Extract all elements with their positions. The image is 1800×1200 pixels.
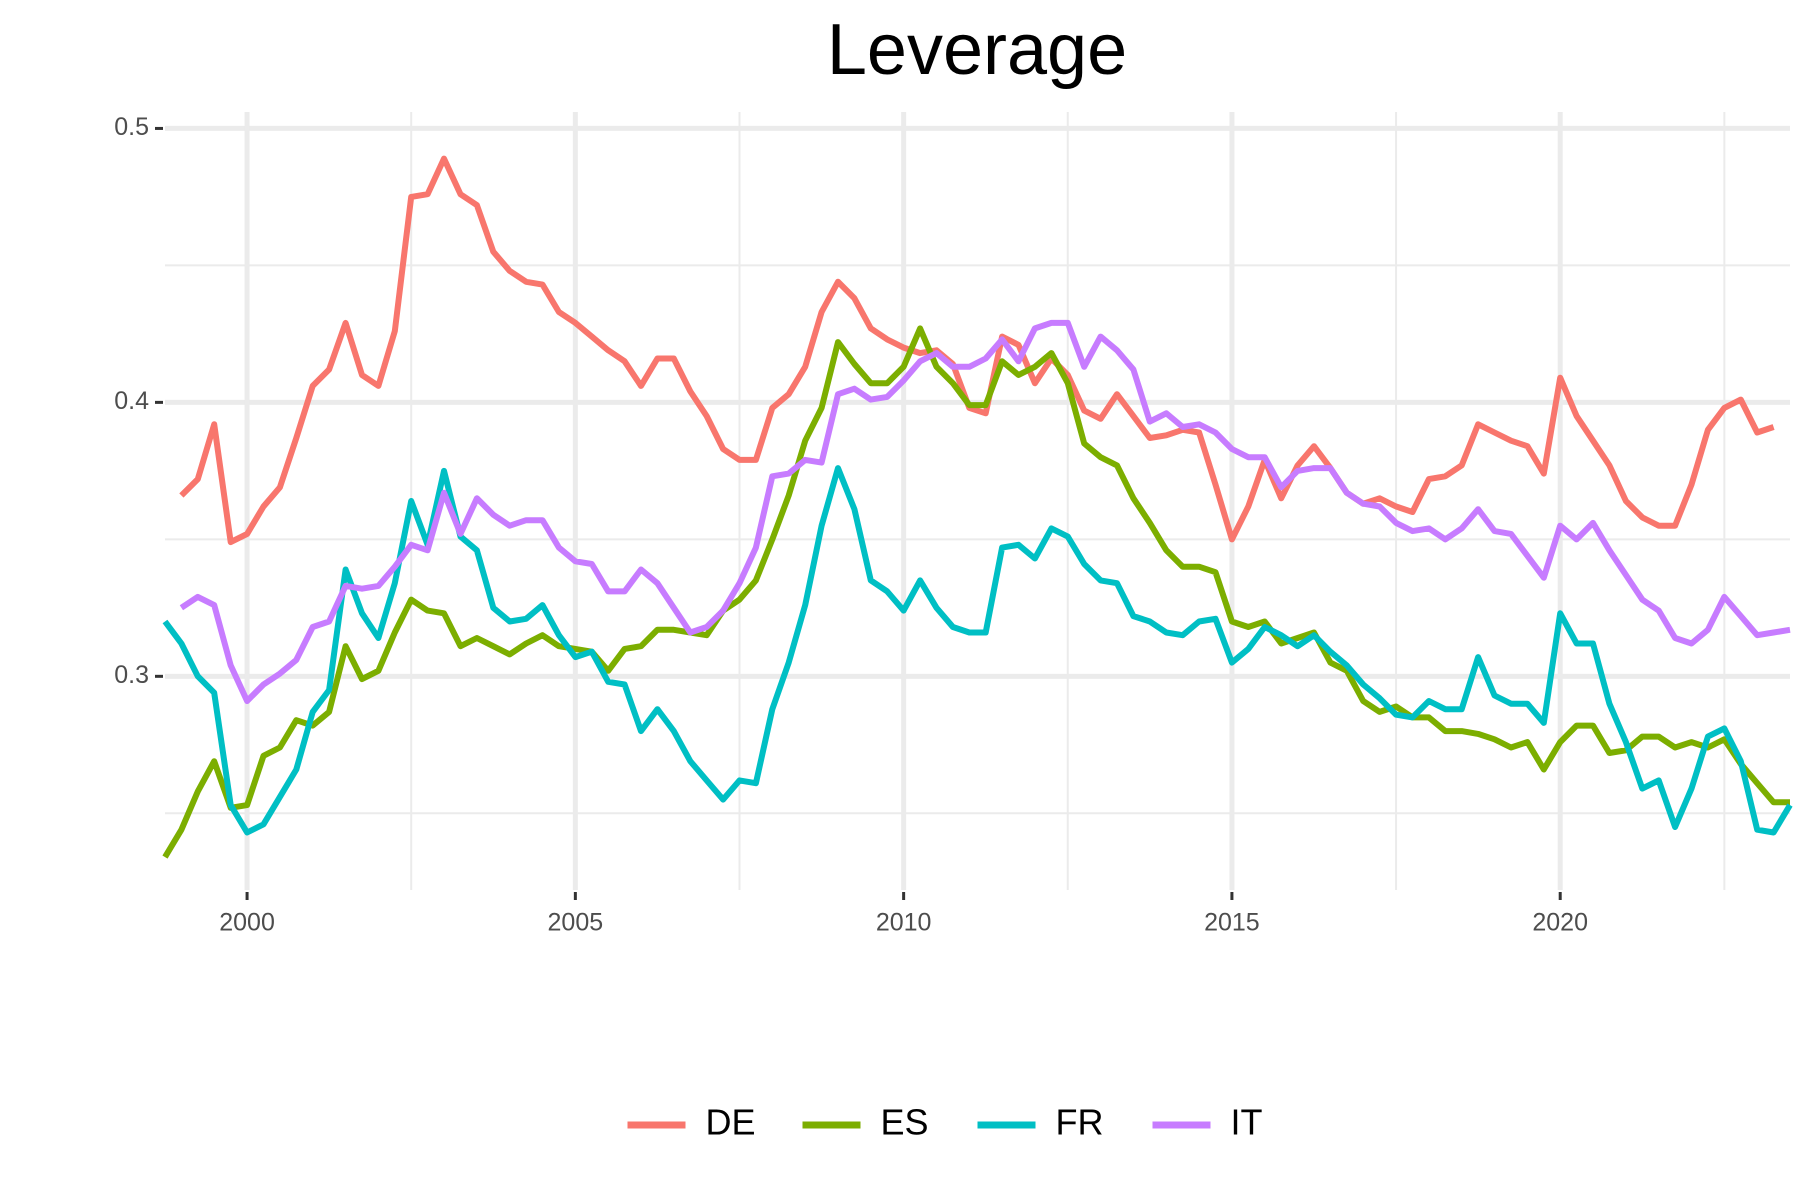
series-line [179,155,1775,546]
series-line [162,325,1790,859]
x-tick-label: 2010 [876,909,932,937]
grid: 0.3 0.4 0.5 2000 2005 2010 2015 2020 [114,112,1790,937]
y-tick-label: 0.3 [114,661,149,689]
x-tick-label: 2020 [1532,909,1588,937]
legend: DE ES FR IT [627,1102,1263,1143]
y-tick-label: 0.5 [114,113,149,141]
legend-label: DE [706,1102,756,1143]
y-tick-label: 0.4 [114,387,149,415]
legend-label: FR [1056,1102,1104,1143]
lines [162,155,1793,859]
x-tick-label: 2005 [548,909,604,937]
legend-label: IT [1231,1102,1263,1143]
legend-label: ES [881,1102,929,1143]
series-line [179,319,1791,704]
x-tick-label: 2015 [1204,909,1260,937]
series-line [162,465,1793,836]
x-tick-label: 2000 [219,909,275,937]
chart-title: Leverage [827,10,1127,90]
